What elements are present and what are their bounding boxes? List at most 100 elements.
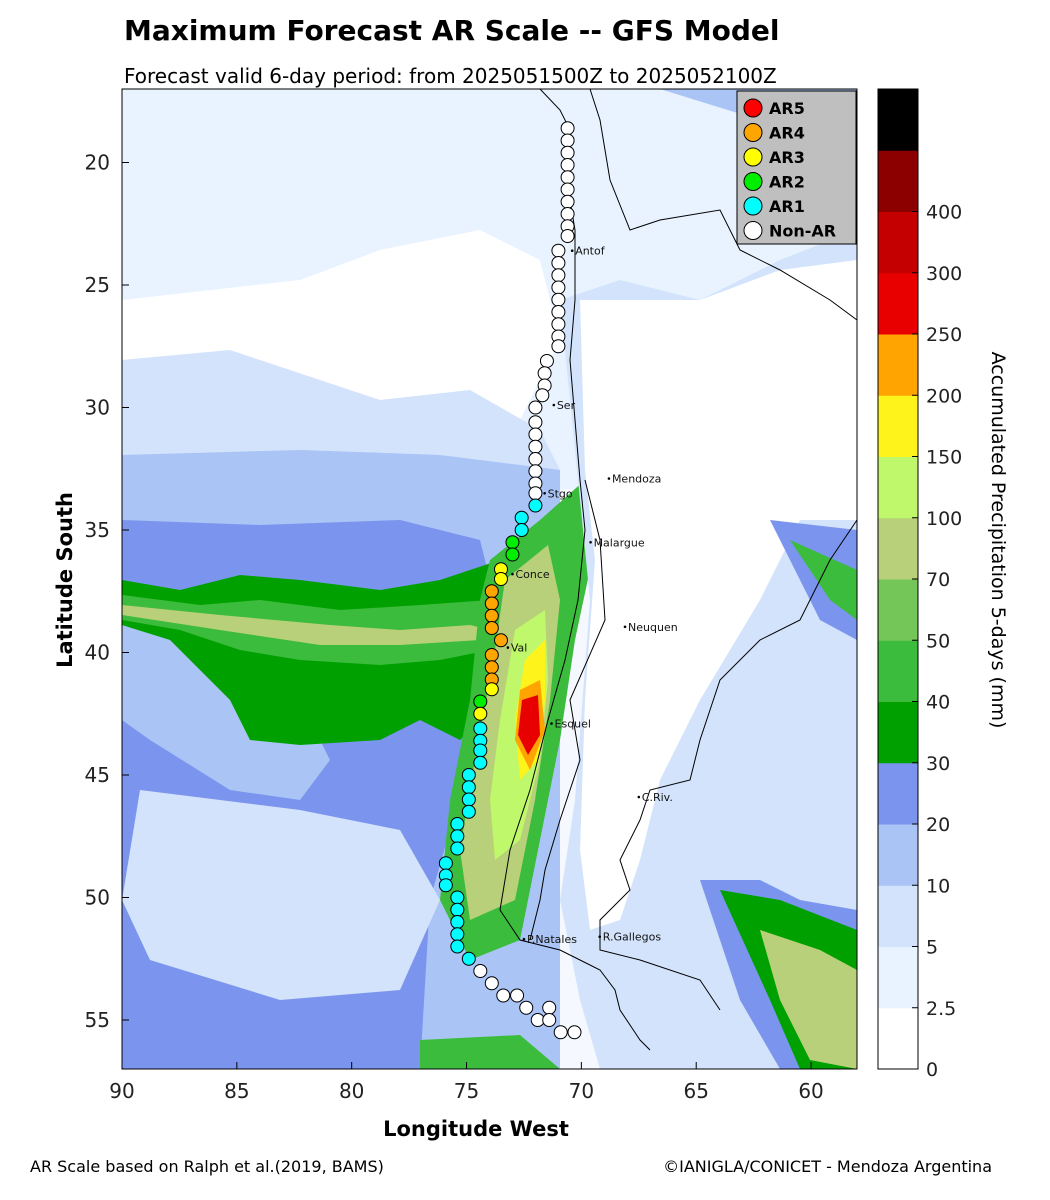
- legend-label: AR1: [769, 197, 805, 216]
- ar-point-non-ar: [528, 415, 543, 430]
- ar-point-ar1: [461, 951, 476, 966]
- y-tick-label: 50: [85, 886, 110, 910]
- ar-point-ar4: [484, 608, 499, 623]
- legend-marker: [743, 147, 763, 167]
- precip-east-70: [760, 930, 857, 1069]
- precip-north-2-5: [122, 89, 857, 240]
- ar-point-non-ar: [560, 121, 575, 136]
- x-tick-label: 80: [339, 1079, 364, 1103]
- city-label: Val: [511, 642, 527, 655]
- city-labels: Antof Ser Mendoza Stgo Malargue Conce Neuquen V…: [506, 245, 678, 946]
- ar-point-ar1: [461, 792, 476, 807]
- ar-point-non-ar: [551, 280, 566, 295]
- ar-point-non-ar: [539, 353, 554, 368]
- ar-point-non-ar: [560, 157, 575, 172]
- legend-marker: [743, 98, 763, 118]
- ar-point-non-ar: [560, 182, 575, 197]
- colorbar-labels: 0 2.5 5 10 20 30 40 50 70 100 150 200 250 300 400: [912, 202, 962, 1081]
- precip-zone-10-west: [122, 600, 330, 800]
- colorbar-block: [878, 272, 918, 335]
- chile-coast: [499, 89, 651, 1051]
- ar-point-ar1: [450, 927, 465, 942]
- ar-point-ar3: [493, 572, 508, 586]
- colorbar-block: [878, 946, 918, 1009]
- ar-point-ar1: [450, 915, 465, 929]
- colorbar-block: [878, 89, 918, 151]
- ar-point-ar1: [473, 755, 488, 770]
- legend-marker: [743, 123, 763, 142]
- city-label: C.Riv.: [642, 791, 673, 804]
- ar-point-non-ar: [551, 304, 566, 319]
- colorbar-block: [878, 824, 918, 886]
- city-label: Neuquen: [628, 621, 678, 634]
- ar-point-non-ar: [553, 1025, 568, 1040]
- precip-zone-70: [122, 605, 490, 645]
- city-label: R.Gallegos: [603, 931, 662, 944]
- ar-point-ar4: [484, 584, 499, 599]
- city-marker: [623, 625, 627, 629]
- x-tick-label: 65: [683, 1079, 708, 1103]
- ar-point-ar1: [450, 829, 465, 844]
- colorbar-block: [878, 211, 918, 274]
- colorbar-label: 300: [926, 263, 962, 285]
- city-label: Stgo: [548, 487, 573, 500]
- x-axis-ticks: 90 85 80 75 70 65 60: [109, 1062, 824, 1103]
- ar-point-ar1: [461, 804, 476, 819]
- precip-zone-5: [122, 350, 560, 480]
- colorbar-label: 2.5: [926, 998, 956, 1020]
- ar-point-ar3: [484, 682, 499, 697]
- colorbar-block: [878, 579, 918, 641]
- colorbar-label: 50: [926, 630, 950, 652]
- y-tick-label: 25: [85, 273, 110, 297]
- ar-point-ar4: [493, 633, 508, 648]
- colorbar-blocks: [878, 89, 918, 1070]
- colorbar-label: 100: [926, 508, 962, 530]
- colorbar-label: 5: [926, 937, 938, 959]
- colorbar-block: [878, 885, 918, 947]
- ar-point-ar1: [450, 902, 465, 917]
- colorbar-label: 200: [926, 385, 962, 407]
- ar-point-non-ar: [528, 451, 543, 466]
- colorbar-block: [878, 334, 918, 396]
- ar-point-ar4: [484, 621, 499, 635]
- colorbar-block: [878, 395, 918, 457]
- ar-point-non-ar: [551, 317, 566, 332]
- precip-east-dry: [580, 260, 857, 930]
- ar-point-non-ar: [528, 400, 543, 415]
- ar-point-non-ar: [560, 206, 575, 221]
- x-tick-label: 70: [569, 1079, 594, 1103]
- ar-point-ar1: [461, 780, 476, 795]
- y-tick-label: 55: [85, 1008, 110, 1032]
- y-axis-title: Latitude South: [53, 492, 77, 668]
- colorbar: 0 2.5 5 10 20 30 40 50 70 100 150 200 250 300 400 Accu…: [877, 88, 1009, 1081]
- ar-point-ar1: [450, 817, 465, 831]
- colorbar-block: [878, 150, 918, 212]
- ar-point-non-ar: [560, 229, 575, 243]
- footer-citation: AR Scale based on Ralph et al.(2019, BAM…: [30, 1157, 384, 1176]
- ar-point-ar4: [484, 647, 499, 662]
- colorbar-block: [878, 640, 918, 702]
- ar-point-non-ar: [528, 439, 543, 454]
- ar-point-non-ar: [484, 976, 499, 991]
- map-title: Maximum Forecast AR Scale -- GFS Model: [124, 14, 780, 47]
- argentina-north-border: [589, 89, 857, 321]
- city-marker: [607, 477, 611, 480]
- ar-point-ar1: [450, 939, 465, 954]
- city-marker: [522, 937, 526, 941]
- colorbar-label: 0: [926, 1059, 938, 1081]
- chile-argentina-border: [529, 479, 606, 941]
- ar-point-non-ar: [510, 988, 525, 1003]
- ar-point-ar1: [438, 878, 453, 893]
- city-label: Esquel: [555, 718, 591, 731]
- ar-point-ar1: [473, 721, 488, 736]
- colorbar-block: [878, 701, 918, 764]
- ar-point-non-ar: [551, 292, 566, 307]
- city-marker: [570, 249, 574, 252]
- legend-marker: [743, 172, 763, 191]
- ar-point-non-ar: [560, 170, 575, 185]
- city-marker: [511, 572, 514, 576]
- ar-point-non-ar: [496, 988, 511, 1003]
- ar-point-non-ar: [528, 427, 543, 442]
- legend-marker: [743, 221, 763, 240]
- colorbar-block: [878, 517, 918, 580]
